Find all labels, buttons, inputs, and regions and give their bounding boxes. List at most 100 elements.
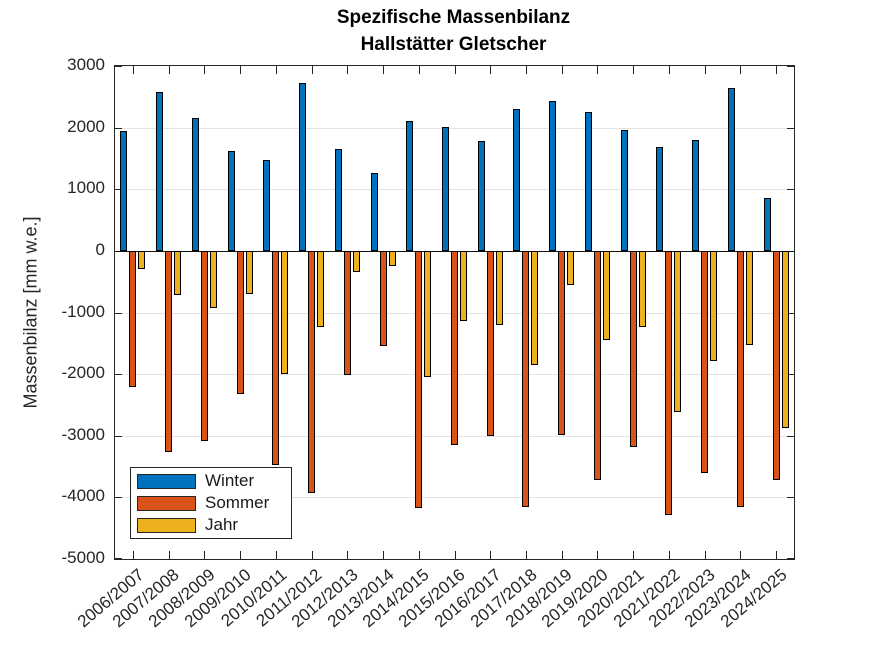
x-tick-bottom <box>561 551 563 559</box>
x-tick-bottom <box>204 551 206 559</box>
x-tick-top <box>668 66 670 74</box>
x-tick-top <box>347 66 349 74</box>
bar-sommer-2023/2024 <box>736 250 744 508</box>
x-tick-bottom <box>132 551 134 559</box>
chart-title-line1: Spezifische Massenbilanz <box>336 7 571 28</box>
y-tick-right <box>787 127 794 129</box>
bar-sommer-2015/2016 <box>451 250 458 445</box>
legend-row-jahr: Jahr <box>131 514 291 536</box>
bar-jahr-2018/2019 <box>567 250 575 285</box>
bar-jahr-2022/2023 <box>710 250 718 362</box>
legend-swatch-sommer <box>137 495 196 511</box>
x-tick-bottom <box>776 551 778 559</box>
x-tick-bottom <box>168 551 170 559</box>
bar-sommer-2017/2018 <box>522 250 530 508</box>
y-tick-left <box>115 127 122 129</box>
bar-winter-2010/2011 <box>263 160 271 251</box>
legend-label-jahr: Jahr <box>205 515 239 534</box>
bar-sommer-2018/2019 <box>558 250 566 436</box>
y-tick-left <box>115 435 122 437</box>
y-tick-label--1000: -1000 <box>61 301 105 321</box>
x-tick-top <box>204 66 206 74</box>
bar-winter-2008/2009 <box>191 118 199 251</box>
bar-sommer-2020/2021 <box>629 250 637 447</box>
bar-jahr-2017/2018 <box>531 250 539 365</box>
bar-sommer-2014/2015 <box>415 250 423 508</box>
legend-row-winter: Winter <box>131 470 291 492</box>
x-tick-bottom <box>525 551 527 559</box>
y-tick-label-3000: 3000 <box>67 55 105 74</box>
bar-sommer-2009/2010 <box>236 250 244 395</box>
bar-winter-2023/2024 <box>727 87 735 251</box>
y-tick-right <box>787 374 794 376</box>
bar-winter-2006/2007 <box>120 131 128 251</box>
x-tick-bottom <box>240 551 242 559</box>
legend-row-sommer: Sommer <box>131 492 291 514</box>
legend-label-sommer: Sommer <box>205 493 270 512</box>
y-tick-right <box>787 497 794 499</box>
bar-sommer-2021/2022 <box>665 250 673 516</box>
gridline-2000 <box>115 127 794 129</box>
bar-sommer-2010/2011 <box>272 250 280 466</box>
x-tick-bottom <box>311 551 313 559</box>
y-tick-left <box>115 312 122 314</box>
x-tick-top <box>740 66 742 74</box>
bar-jahr-2014/2015 <box>424 250 432 378</box>
bar-jahr-2008/2009 <box>209 250 217 309</box>
y-tick-left <box>115 497 122 499</box>
x-tick-top <box>776 66 778 74</box>
legend-swatch-winter <box>137 473 196 489</box>
legend: Winter Sommer Jahr <box>130 467 292 539</box>
bar-jahr-2006/2007 <box>138 250 146 270</box>
bar-sommer-2024/2025 <box>772 250 780 480</box>
x-tick-top <box>311 66 313 74</box>
x-tick-top <box>418 66 420 74</box>
y-tick-label--2000: -2000 <box>61 363 105 383</box>
bar-sommer-2008/2009 <box>200 250 208 441</box>
bar-sommer-2022/2023 <box>701 250 709 473</box>
y-tick-label--3000: -3000 <box>61 424 105 444</box>
x-tick-bottom <box>418 551 420 559</box>
x-tick-top <box>168 66 170 74</box>
x-tick-bottom <box>490 551 492 559</box>
bar-jahr-2020/2021 <box>638 250 646 327</box>
gridline-1000 <box>115 189 794 191</box>
bar-winter-2019/2020 <box>584 112 592 251</box>
x-tick-top <box>454 66 456 74</box>
y-tick-label-1000: 1000 <box>67 178 105 198</box>
legend-label-winter: Winter <box>205 471 255 490</box>
x-tick-top <box>383 66 385 74</box>
bar-winter-2021/2022 <box>656 146 664 251</box>
x-tick-top <box>561 66 563 74</box>
bar-winter-2018/2019 <box>549 101 557 251</box>
legend-swatch-jahr <box>137 517 196 533</box>
y-tick-left <box>115 189 122 191</box>
bar-jahr-2010/2011 <box>281 250 289 375</box>
x-tick-top <box>275 66 277 74</box>
bar-jahr-2012/2013 <box>352 250 360 273</box>
x-tick-bottom <box>347 551 349 559</box>
bar-winter-2009/2010 <box>227 151 235 251</box>
bar-sommer-2012/2013 <box>343 250 351 376</box>
bar-sommer-2006/2007 <box>129 250 137 388</box>
bar-jahr-2019/2020 <box>602 250 610 340</box>
y-tick-right <box>787 66 794 67</box>
x-tick-bottom <box>275 551 277 559</box>
x-tick-top <box>132 66 134 74</box>
x-tick-bottom <box>383 551 385 559</box>
x-tick-bottom <box>740 551 742 559</box>
x-tick-top <box>490 66 492 74</box>
bar-sommer-2016/2017 <box>486 250 494 436</box>
bar-winter-2020/2021 <box>620 130 628 251</box>
x-tick-bottom <box>633 551 635 559</box>
y-tick-label-0: 0 <box>95 239 105 259</box>
x-tick-bottom <box>704 551 706 559</box>
x-tick-top <box>633 66 635 74</box>
bar-winter-2014/2015 <box>406 121 414 251</box>
x-tick-top <box>525 66 527 74</box>
y-tick-right <box>787 312 794 314</box>
x-tick-bottom <box>597 551 599 559</box>
y-tick-left <box>115 374 122 376</box>
y-tick-left <box>115 66 122 67</box>
